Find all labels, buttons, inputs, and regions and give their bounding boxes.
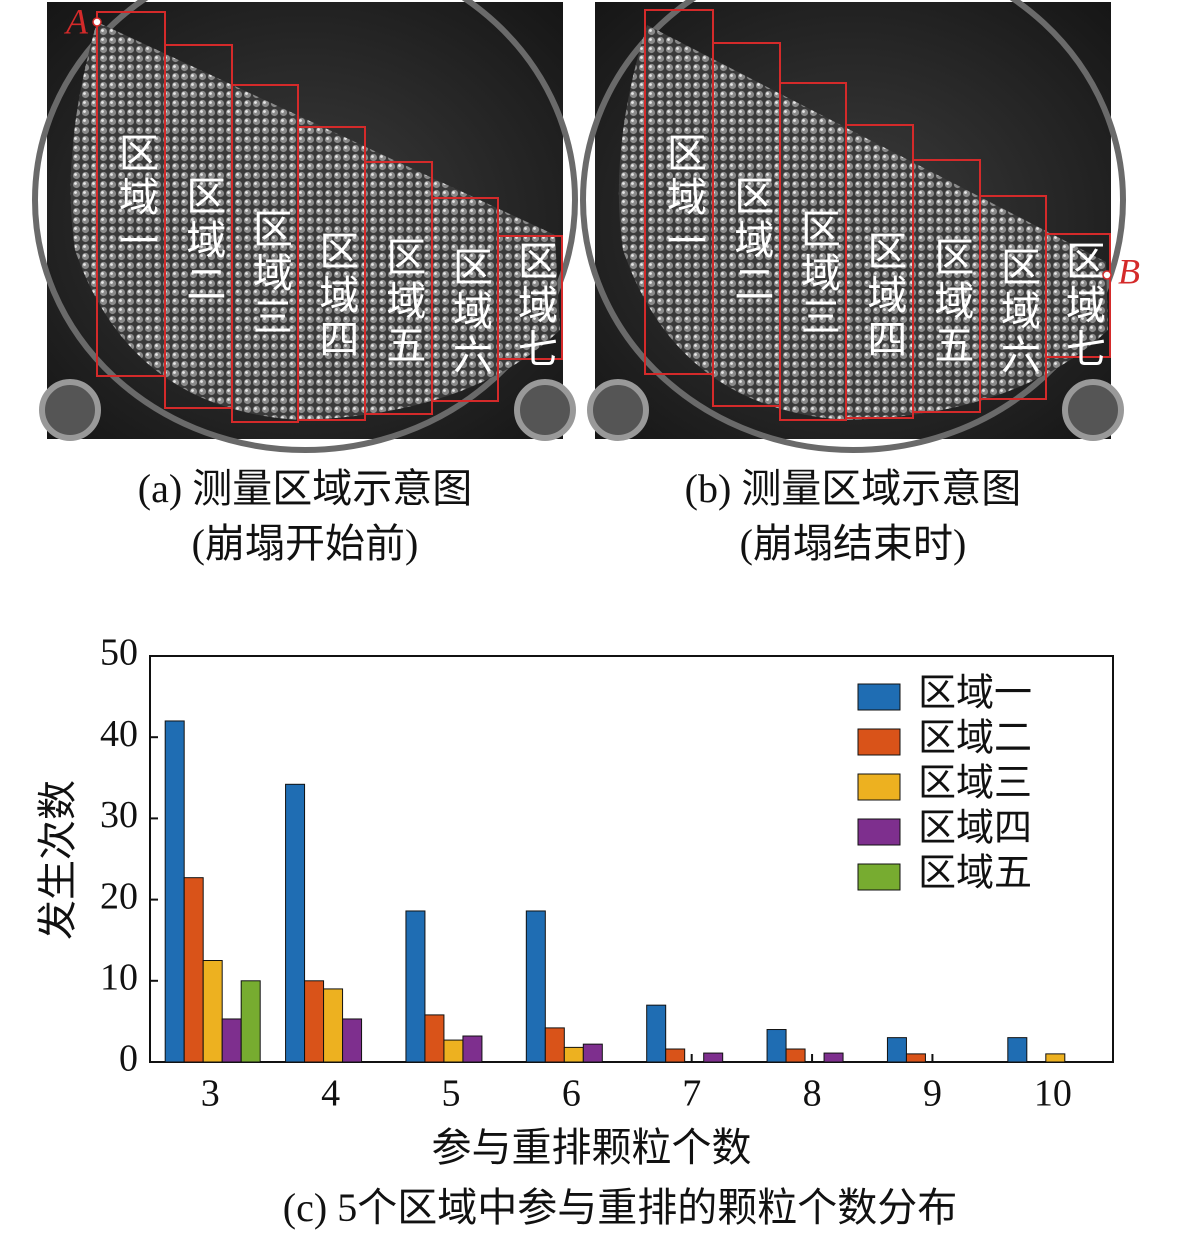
region-label: 区域六 [995,246,1040,378]
bar [766,1029,787,1063]
plot-frame [149,655,1114,1063]
bar [462,1035,483,1063]
panel-caption: (a) 测量区域示意图 [138,466,472,511]
legend-swatch [857,728,901,756]
legend-swatch [857,818,901,846]
particle-bed [618,25,1108,420]
bar-chart: 0 10 20 30 40 50 3 4 5 6 7 8 9 10 区域一区域二区域三区域四区域五参与重排颗… [35,632,1114,1230]
bar [1007,1037,1028,1063]
region-label: 区域五 [928,236,973,368]
legend-label: 区域四 [918,808,1032,850]
bar [240,980,261,1063]
y-tick-label: 40 [100,713,138,755]
x-tick-label: 6 [562,1073,581,1115]
region-label: 区域二 [728,175,773,307]
y-tick-label: 0 [119,1038,138,1080]
chart-caption: (c) 5个区域中参与重排的颗粒个数分布 [283,1185,957,1230]
reference-point [92,17,102,27]
fixture [587,379,649,441]
bar [1045,1053,1066,1063]
bar [563,1046,584,1063]
region-box [1045,233,1111,358]
point-label: A [64,1,89,41]
x-tick-label: 9 [923,1073,942,1115]
bar [886,1037,907,1063]
region-label: 区域二 [180,175,225,307]
photo-panel: 区域一 区域二 区域三 区域四 区域五 区域六 区域七 B (b) 测量区域示意图 (崩塌结束时) [580,0,1140,566]
region-label: 区域四 [313,230,358,362]
region-box [497,235,563,360]
particle-bed [70,22,560,420]
bar [703,1052,724,1063]
bar [582,1043,603,1063]
bar [665,1048,686,1063]
y-axis-label: 发生次数 [35,780,80,940]
bar [785,1048,806,1063]
bar [221,1018,242,1063]
fixture [1062,379,1124,441]
dish-rim [580,0,1126,453]
bar [424,1014,445,1063]
reference-point [1102,270,1112,280]
region-label: 区域五 [380,236,425,368]
fixture [514,379,576,441]
legend-label: 区域二 [918,718,1032,760]
bar [164,720,185,1063]
legend-label: 区域一 [918,673,1032,715]
bar [304,980,325,1063]
region-label: 区域七 [1060,240,1105,372]
panel-caption: (b) 测量区域示意图 [685,466,1022,511]
region-label: 区域一 [661,132,706,264]
bar [443,1039,464,1063]
bar [905,1053,926,1063]
y-tick-label: 30 [100,794,138,836]
bar [405,910,426,1063]
bar [342,1018,363,1063]
region-label: 区域四 [861,230,906,362]
bar [544,1027,565,1063]
x-tick-label: 10 [1034,1073,1072,1115]
x-tick-label: 7 [682,1073,701,1115]
point-label: B [1118,251,1140,291]
y-tick-label: 50 [100,632,138,674]
legend-label: 区域三 [918,763,1032,805]
x-tick-label: 4 [321,1073,340,1115]
panel-subcaption: (崩塌结束时) [740,521,967,566]
legend-swatch [857,863,901,891]
bar [202,960,223,1063]
bar [285,783,306,1063]
bar [646,1004,667,1063]
x-axis-label: 参与重排颗粒个数 [432,1125,752,1170]
x-tick-label: 3 [201,1073,220,1115]
bar [323,988,344,1063]
bar [183,877,204,1063]
y-tick-label: 20 [100,875,138,917]
region-label: 区域三 [795,208,840,340]
region-label: 区域一 [113,132,158,264]
dish-rim [32,0,578,453]
photo-panel: 区域一 区域二 区域三 区域四 区域五 区域六 区域七 A (a) 测量区域示意图 (崩塌开始前) [32,0,578,566]
legend-label: 区域五 [918,853,1032,895]
legend-swatch [857,683,901,711]
x-tick-label: 8 [803,1073,822,1115]
region-label: 区域七 [512,240,557,372]
panel-subcaption: (崩塌开始前) [192,521,419,566]
fixture [39,379,101,441]
y-tick-label: 10 [100,957,138,999]
region-label: 区域六 [447,246,492,378]
x-tick-label: 5 [441,1073,460,1115]
bar [823,1052,844,1063]
bar [525,910,546,1063]
legend-swatch [857,773,901,801]
region-label: 区域三 [247,208,292,340]
